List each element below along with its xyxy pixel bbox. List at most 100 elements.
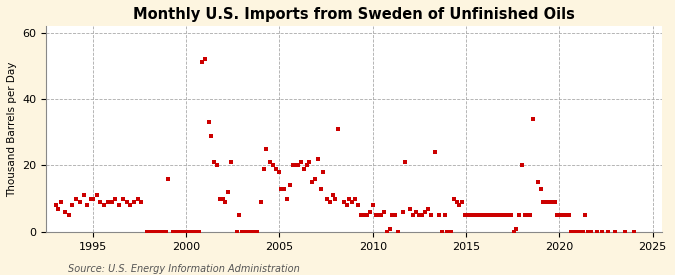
Point [572,230,583,234]
Point [225,160,236,164]
Point [500,213,510,218]
Point [78,193,89,197]
Point [560,213,571,218]
Point [52,206,63,211]
Point [63,213,74,218]
Point [541,200,551,204]
Point [281,196,292,201]
Point [519,213,530,218]
Point [200,57,211,61]
Point [145,230,156,234]
Point [290,163,301,167]
Y-axis label: Thousand Barrels per Day: Thousand Barrels per Day [7,61,17,197]
Point [206,133,217,138]
Point [293,163,304,167]
Point [535,186,546,191]
Point [267,163,278,167]
Point [223,190,234,194]
Point [416,213,427,218]
Point [364,210,375,214]
Point [563,213,574,218]
Point [448,196,459,201]
Point [121,200,132,204]
Point [538,200,549,204]
Point [203,120,214,124]
Point [602,230,613,234]
Point [217,196,228,201]
Point [322,196,333,201]
Point [161,230,171,234]
Point [183,230,194,234]
Point [318,170,329,174]
Point [558,213,568,218]
Point [569,230,580,234]
Point [597,230,608,234]
Point [477,213,487,218]
Point [157,230,167,234]
Point [423,206,433,211]
Point [389,213,400,218]
Point [352,203,363,207]
Point [566,230,577,234]
Point [132,196,143,201]
Point [249,230,260,234]
Point [59,210,70,214]
Point [125,203,136,207]
Point [420,210,431,214]
Point [56,200,67,204]
Point [315,186,326,191]
Point [580,213,591,218]
Point [628,230,639,234]
Point [442,230,453,234]
Point [176,230,186,234]
Point [533,180,543,184]
Point [209,160,219,164]
Point [110,196,121,201]
Point [591,230,602,234]
Point [350,196,360,201]
Point [384,226,395,231]
Point [619,230,630,234]
Point [549,200,560,204]
Point [425,213,436,218]
Point [304,160,315,164]
Point [252,230,263,234]
Point [255,200,266,204]
Point [284,183,295,188]
Point [310,177,321,181]
Point [452,200,462,204]
Point [106,200,117,204]
Point [555,213,566,218]
Point [342,203,352,207]
Point [153,230,163,234]
Point [88,196,99,201]
Point [393,230,404,234]
Point [246,230,257,234]
Point [574,230,585,234]
Point [387,213,398,218]
Point [237,230,248,234]
Point [457,200,468,204]
Point [462,213,473,218]
Point [344,196,355,201]
Point [430,150,441,154]
Point [446,230,456,234]
Point [232,230,242,234]
Point [468,213,479,218]
Point [50,203,61,207]
Point [287,163,298,167]
Point [171,230,182,234]
Point [552,213,563,218]
Point [355,213,366,218]
Point [91,193,102,197]
Point [192,230,202,234]
Point [362,213,373,218]
Point [543,200,554,204]
Text: Source: U.S. Energy Information Administration: Source: U.S. Energy Information Administ… [68,264,299,274]
Point [583,230,593,234]
Point [397,210,408,214]
Point [465,213,476,218]
Point [454,203,465,207]
Point [242,230,253,234]
Point [82,203,92,207]
